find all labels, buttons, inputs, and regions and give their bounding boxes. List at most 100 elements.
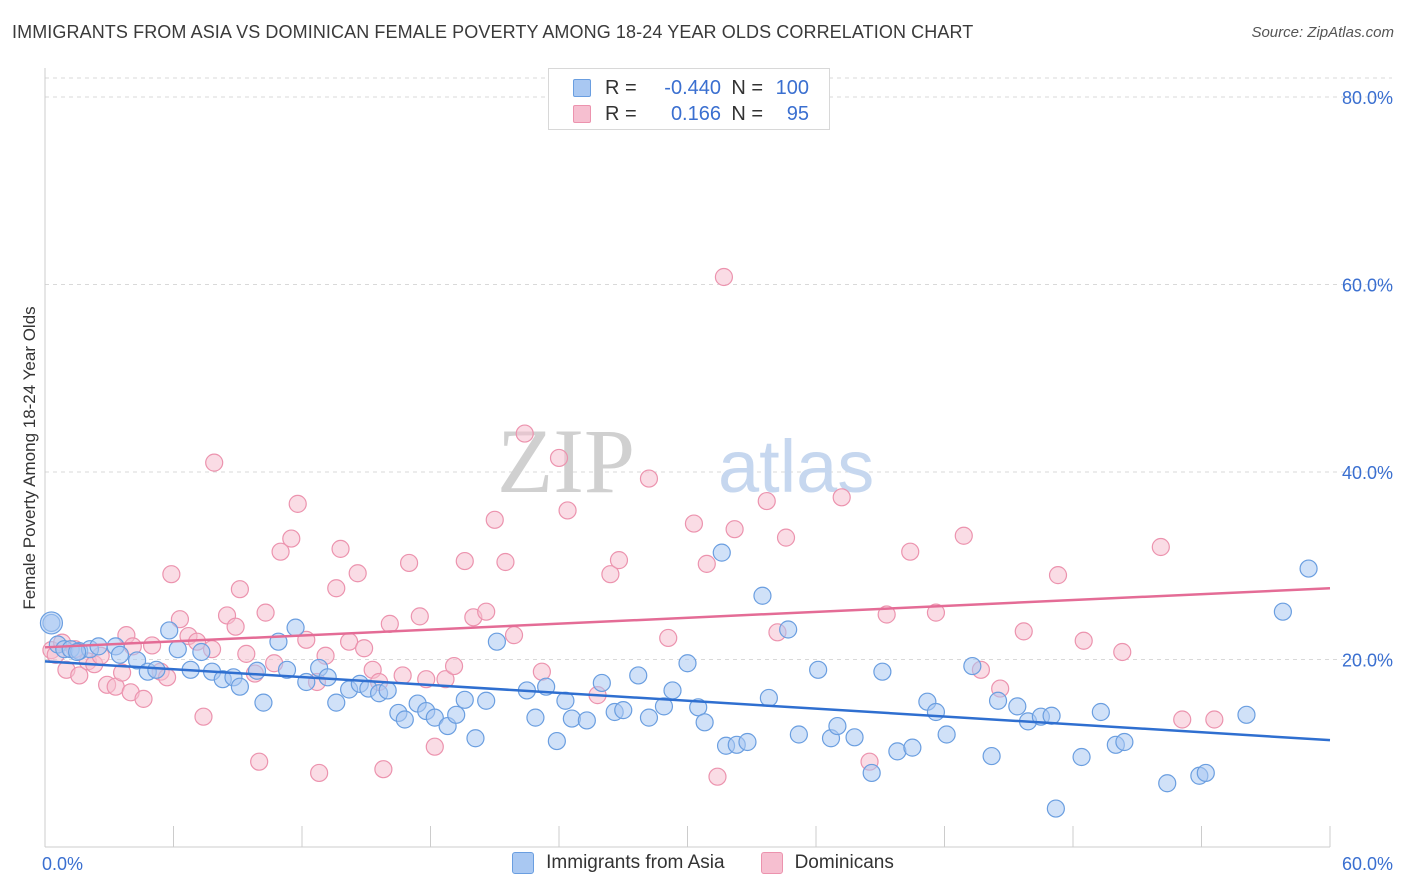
dominicans-point <box>609 551 629 570</box>
dominicans-point <box>515 424 534 443</box>
asia-point <box>447 705 466 724</box>
dominicans-point <box>725 520 744 539</box>
dominicans-point <box>250 752 269 771</box>
asia-point <box>395 710 414 729</box>
watermark-atlas: atlas <box>718 425 874 508</box>
dominicans-point <box>142 636 162 655</box>
dominicans-point <box>436 670 455 689</box>
trend-lines <box>44 587 1331 742</box>
dominicans-point <box>1014 622 1033 641</box>
asia-point <box>592 673 611 693</box>
gridlines <box>45 77 1392 660</box>
dominicans-point <box>355 639 374 658</box>
dominicans-point <box>310 763 329 783</box>
asia-point <box>789 725 808 744</box>
asia-point <box>759 688 778 708</box>
asia-point <box>926 702 946 722</box>
asia-point <box>247 661 267 680</box>
dominicans-point <box>444 656 464 676</box>
legend-r-value: 0.166 <box>670 102 721 125</box>
asia-point <box>639 708 659 727</box>
asia-point <box>68 642 87 662</box>
asia-point <box>903 738 922 757</box>
asia-point <box>1091 702 1110 722</box>
asia-trend-line <box>44 660 1331 742</box>
dominicans-point <box>410 607 429 626</box>
legend-r-value: -0.440 <box>664 76 721 99</box>
legend-label-dominicans: Dominicans <box>794 852 894 873</box>
dominicans-point <box>832 488 851 507</box>
legend-n-value: 95 <box>786 102 809 125</box>
asia-point <box>160 621 179 640</box>
asia-point <box>577 711 596 730</box>
dominicans-point <box>549 448 569 468</box>
asia-point <box>809 660 828 679</box>
asia-point <box>1299 559 1318 578</box>
legend-row-dominicans: R = 0.166 N = 95 <box>573 101 809 127</box>
dominicans-point <box>226 617 245 636</box>
asia-point <box>1196 763 1215 783</box>
legend-r-label: R = <box>605 102 637 125</box>
dominicans-point <box>455 551 474 571</box>
asia-point <box>1046 799 1065 818</box>
y-tick-label: 60.0% <box>1342 276 1393 296</box>
asia-point <box>168 640 187 659</box>
asia-point <box>254 693 273 712</box>
dominicans-points <box>42 267 1224 786</box>
dominicans-point <box>485 510 504 529</box>
asia-point <box>614 701 633 720</box>
dominicans-point <box>504 626 524 645</box>
asia-point <box>327 693 346 712</box>
y-tick-label: 20.0% <box>1342 651 1393 671</box>
dominicans-point <box>393 666 412 685</box>
dominicans-point <box>954 526 973 545</box>
dominicans-point <box>926 603 946 622</box>
asia-point <box>526 708 545 727</box>
asia-point <box>654 697 674 716</box>
dominicans-point <box>1074 631 1093 650</box>
dominicans-point <box>659 628 678 648</box>
legend-swatch-dominicans <box>573 105 591 123</box>
chart-title: IMMIGRANTS FROM ASIA VS DOMINICAN FEMALE… <box>12 22 974 42</box>
asia-point <box>1115 732 1134 752</box>
dominicans-point <box>684 514 704 533</box>
asia-point <box>192 642 211 662</box>
dominicans-point <box>425 737 444 756</box>
x-tick-label: 60.0% <box>1342 854 1393 874</box>
asia-point <box>689 698 708 717</box>
dominicans-point <box>348 564 367 583</box>
dominicans-point <box>162 565 181 584</box>
dominicans-point <box>496 552 515 572</box>
asia-point <box>277 660 297 679</box>
legend-r-label: R = <box>605 76 637 99</box>
dominicans-point <box>601 565 620 584</box>
asia-point <box>425 708 444 727</box>
dominicans-point <box>282 529 301 548</box>
dominicans-point <box>714 267 734 287</box>
asia-point <box>828 716 847 736</box>
dominicans-point <box>1151 537 1170 557</box>
y-tick-label: 40.0% <box>1342 463 1393 483</box>
asia-point <box>487 632 506 651</box>
asia-point <box>378 681 397 700</box>
dominicans-point <box>1173 710 1192 729</box>
asia-points <box>39 543 1318 818</box>
asia-point <box>695 713 714 732</box>
dominicans-point <box>374 760 393 779</box>
y-tick-label: 80.0% <box>1342 88 1393 108</box>
dominicans-point <box>901 542 920 561</box>
asia-point <box>1008 697 1027 716</box>
dominicans-point <box>256 603 275 622</box>
dominicans-point <box>112 663 132 682</box>
dominicans-point <box>697 554 716 573</box>
dominicans-point <box>230 580 249 599</box>
legend-swatch-asia <box>512 852 535 874</box>
series-legend: Immigrants from Asia Dominicans <box>0 852 1406 874</box>
asia-point <box>712 543 731 562</box>
asia-point <box>455 690 474 709</box>
dominicans-point <box>288 494 307 513</box>
asia-point <box>663 681 682 700</box>
source-credit: Source: ZipAtlas.com <box>1251 24 1394 41</box>
correlation-legend: R = -0.440 N = 100 R = 0.166 N = 95 <box>548 68 830 130</box>
